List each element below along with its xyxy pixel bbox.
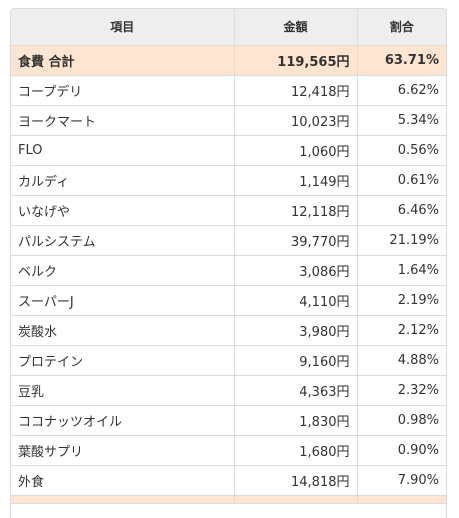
table-row: 炭酸水 3,980円 2.12% <box>11 315 446 346</box>
row-amount: 12,118円 <box>234 195 358 226</box>
row-amount: 4,363円 <box>234 375 358 406</box>
expense-table-container: 項目 金額 割合 食費 合計 119,565円 63.71% コープデリ 12,4… <box>10 8 447 518</box>
row-ratio: 7.90% <box>357 465 446 496</box>
row-amount: 1,149円 <box>234 165 358 196</box>
row-ratio: 1.64% <box>357 255 446 286</box>
row-item: パルシステム <box>11 225 235 256</box>
row-ratio: 0.90% <box>357 435 446 466</box>
table-row: ベルク 3,086円 1.64% <box>11 255 446 286</box>
table-row: ココナッツオイル 1,830円 0.98% <box>11 405 446 436</box>
total-label: 食費 合計 <box>11 45 235 76</box>
row-amount: 1,060円 <box>234 135 358 166</box>
row-amount: 12,418円 <box>234 75 358 106</box>
column-header-amount: 金額 <box>234 9 358 46</box>
row-item: カルディ <box>11 165 235 196</box>
row-item: 豆乳 <box>11 375 235 406</box>
table-row: FLO 1,060円 0.56% <box>11 135 446 166</box>
row-ratio: 21.19% <box>357 225 446 256</box>
table-row: ヨークマート 10,023円 5.34% <box>11 105 446 136</box>
row-amount: 39,770円 <box>234 225 358 256</box>
expense-table: 項目 金額 割合 食費 合計 119,565円 63.71% コープデリ 12,4… <box>11 9 446 504</box>
row-item: スーパーJ <box>11 285 235 316</box>
table-row: いなげや 12,118円 6.46% <box>11 195 446 226</box>
row-amount: 14,818円 <box>234 465 358 496</box>
table-row: パルシステム 39,770円 21.19% <box>11 225 446 256</box>
partial-cell <box>11 495 235 504</box>
table-row: 豆乳 4,363円 2.32% <box>11 375 446 406</box>
row-amount: 3,086円 <box>234 255 358 286</box>
row-ratio: 4.88% <box>357 345 446 376</box>
table-row: プロテイン 9,160円 4.88% <box>11 345 446 376</box>
partial-cell <box>357 495 446 504</box>
table-row: カルディ 1,149円 0.61% <box>11 165 446 196</box>
next-total-row-partial <box>11 495 446 504</box>
row-amount: 1,680円 <box>234 435 358 466</box>
row-item: 外食 <box>11 465 235 496</box>
table-row: コープデリ 12,418円 6.62% <box>11 75 446 106</box>
row-amount: 10,023円 <box>234 105 358 136</box>
row-item: ココナッツオイル <box>11 405 235 436</box>
row-ratio: 6.62% <box>357 75 446 106</box>
total-amount: 119,565円 <box>234 45 358 76</box>
row-ratio: 6.46% <box>357 195 446 226</box>
table-row: スーパーJ 4,110円 2.19% <box>11 285 446 316</box>
table-row: 葉酸サプリ 1,680円 0.90% <box>11 435 446 466</box>
column-header-ratio: 割合 <box>357 9 446 46</box>
column-header-item: 項目 <box>11 9 235 46</box>
row-item: 葉酸サプリ <box>11 435 235 466</box>
row-ratio: 5.34% <box>357 105 446 136</box>
row-ratio: 0.61% <box>357 165 446 196</box>
row-item: ヨークマート <box>11 105 235 136</box>
row-item: コープデリ <box>11 75 235 106</box>
row-ratio: 0.56% <box>357 135 446 166</box>
table-header-row: 項目 金額 割合 <box>11 9 446 46</box>
row-ratio: 0.98% <box>357 405 446 436</box>
row-ratio: 2.19% <box>357 285 446 316</box>
row-item: 炭酸水 <box>11 315 235 346</box>
row-amount: 1,830円 <box>234 405 358 436</box>
row-item: FLO <box>11 135 235 166</box>
row-amount: 3,980円 <box>234 315 358 346</box>
row-ratio: 2.32% <box>357 375 446 406</box>
total-row: 食費 合計 119,565円 63.71% <box>11 45 446 76</box>
row-amount: 9,160円 <box>234 345 358 376</box>
row-amount: 4,110円 <box>234 285 358 316</box>
table-row: 外食 14,818円 7.90% <box>11 465 446 496</box>
partial-cell <box>234 495 358 504</box>
row-item: プロテイン <box>11 345 235 376</box>
row-item: いなげや <box>11 195 235 226</box>
row-ratio: 2.12% <box>357 315 446 346</box>
row-item: ベルク <box>11 255 235 286</box>
total-ratio: 63.71% <box>357 45 446 76</box>
